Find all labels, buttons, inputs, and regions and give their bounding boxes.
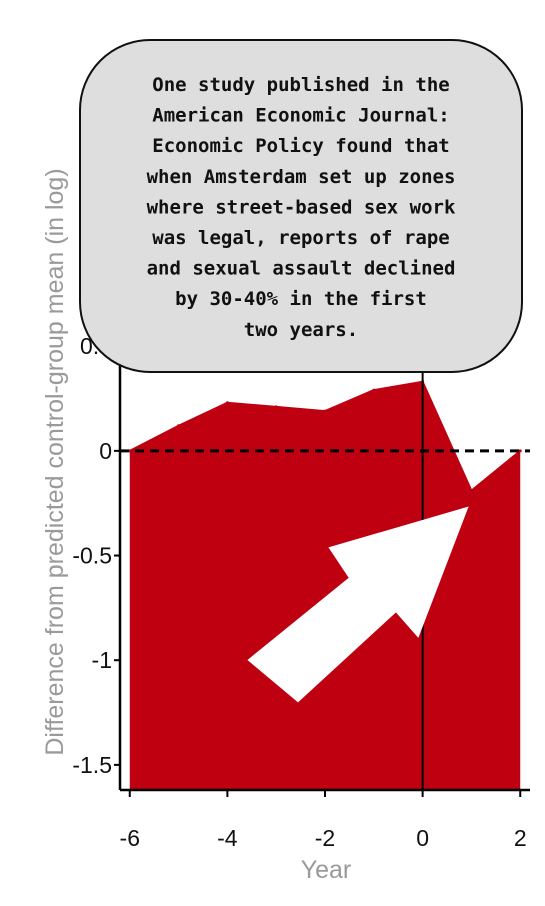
annotation-line: when Amsterdam set up zones [147, 166, 456, 188]
x-tick-label: -2 [315, 825, 335, 851]
area-fill [129, 381, 521, 790]
annotation-line: Economic Policy found that [152, 135, 449, 157]
y-tick-label: -1 [92, 647, 112, 673]
data-point [128, 449, 132, 453]
arrow-annotation [247, 506, 469, 703]
y-tick-label: -1.5 [72, 752, 112, 778]
x-tick-label: -6 [120, 825, 140, 851]
y-tick-label: 0 [99, 438, 112, 464]
annotation-line: where street-based sex work [147, 196, 456, 218]
x-axis-title: Year [301, 856, 352, 884]
speech-bubble: One study published in the American Econo… [79, 39, 523, 373]
annotation-line: two years. [244, 319, 358, 341]
annotation-line: One study published in the [152, 74, 449, 96]
speech-bubble-shape [79, 39, 523, 373]
data-point [225, 401, 229, 405]
plot-area [120, 350, 530, 790]
y-axis-title: Difference from predicted control-group … [41, 168, 69, 755]
y-tick-label: -0.5 [72, 543, 112, 569]
annotation-line: by 30-40% in the first [175, 288, 427, 310]
annotation-line: American Economic Journal: [152, 105, 449, 127]
x-tick-label: 0 [416, 825, 429, 851]
data-point [518, 449, 522, 453]
data-point [274, 405, 278, 409]
data-point [469, 489, 473, 493]
data-point [372, 388, 376, 392]
data-point [177, 424, 181, 428]
data-point [323, 409, 327, 413]
x-tick-label: -4 [217, 825, 238, 851]
annotation-line: and sexual assault declined [147, 258, 456, 280]
annotation-line: was legal, reports of rape [152, 227, 449, 249]
x-tick-label: 2 [514, 825, 527, 851]
arrow-icon [247, 506, 469, 703]
annotation-text: One study published in the American Econo… [147, 74, 456, 341]
